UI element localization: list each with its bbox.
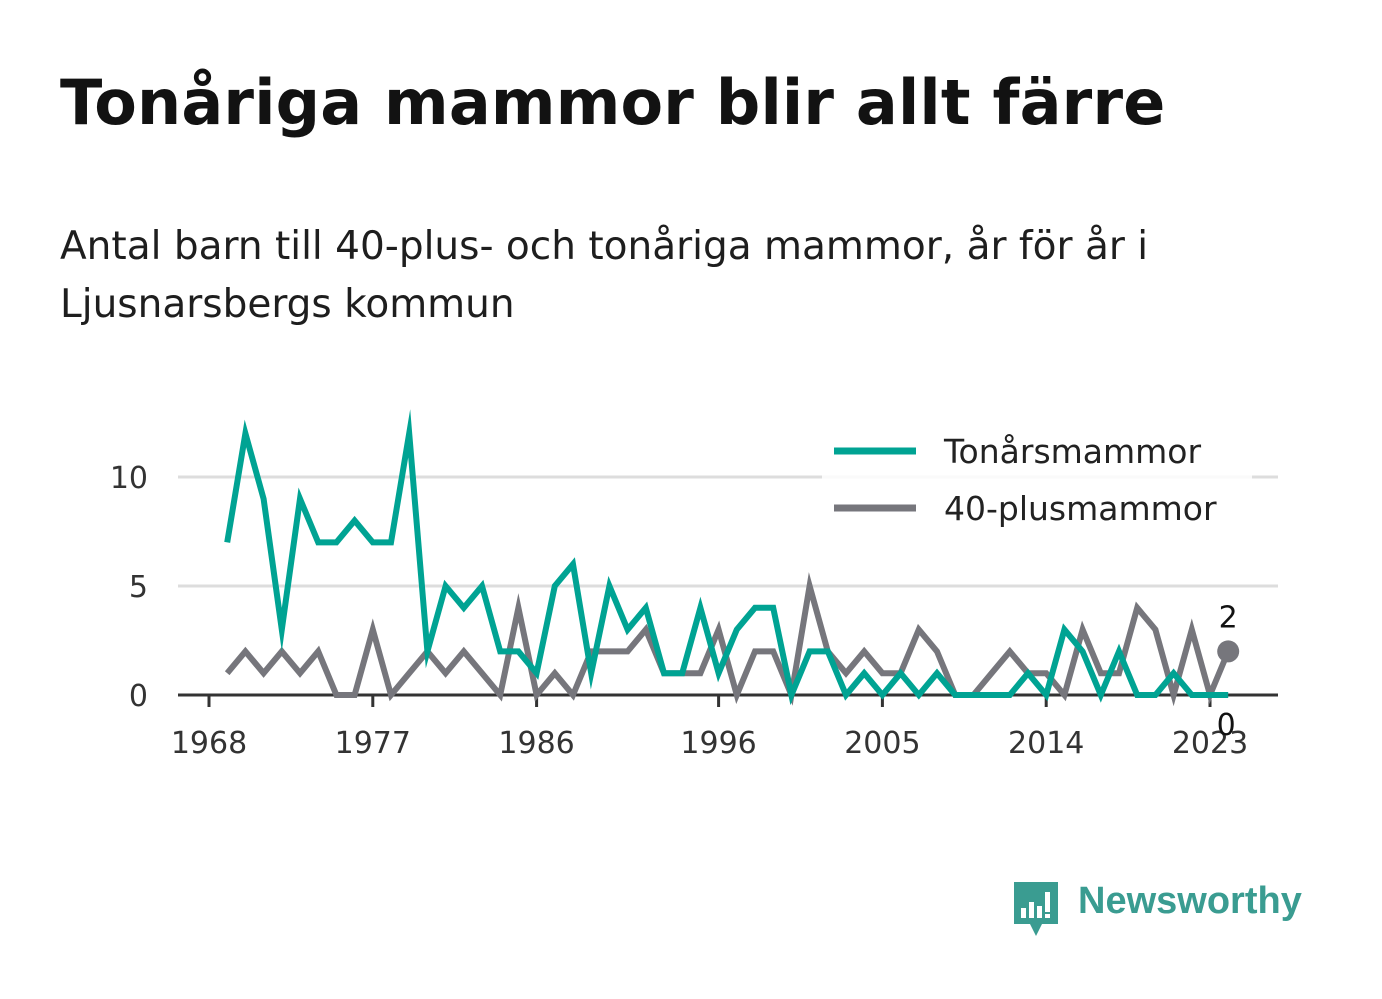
legend-label: Tonårsmammor (943, 432, 1201, 471)
x-tick-label: 1986 (498, 726, 574, 761)
end-point-marker (1217, 640, 1240, 663)
x-tick-label: 1996 (680, 726, 756, 761)
x-tick-label: 1977 (335, 726, 411, 761)
x-tick-label: 2005 (844, 726, 920, 761)
legend: Tonårsmammor 40-plusmammor (822, 425, 1252, 535)
brand-name: Newsworthy (1078, 880, 1302, 922)
legend-background (822, 425, 1252, 535)
x-tick-label: 2023 (1172, 726, 1248, 761)
chart-subtitle: Antal barn till 40-plus- och tonåriga ma… (60, 224, 1149, 327)
end-label-tonarsmammor: 0 (1217, 708, 1236, 743)
gridlines: 0 5 10 (110, 461, 1278, 714)
series-lines (224, 409, 1231, 707)
end-labels: 20 (1217, 600, 1240, 743)
newsworthy-icon (1014, 882, 1058, 936)
series-line-40-plusmammor (224, 572, 1231, 707)
legend-label: 40-plusmammor (944, 489, 1217, 528)
y-tick-label: 5 (129, 570, 148, 605)
end-label-40-plusmammor: 2 (1219, 600, 1238, 635)
x-tick-label: 2014 (1008, 726, 1084, 761)
chart-title: Tonåriga mammor blir allt färre (60, 66, 1166, 139)
y-tick-label: 0 (129, 679, 148, 714)
y-tick-label: 10 (110, 461, 148, 496)
series-line-tonårsmammor (224, 409, 1229, 706)
x-axis: 1968 1977 1986 1996 2005 2014 2023 (171, 693, 1278, 761)
x-tick-label: 1968 (171, 726, 247, 761)
